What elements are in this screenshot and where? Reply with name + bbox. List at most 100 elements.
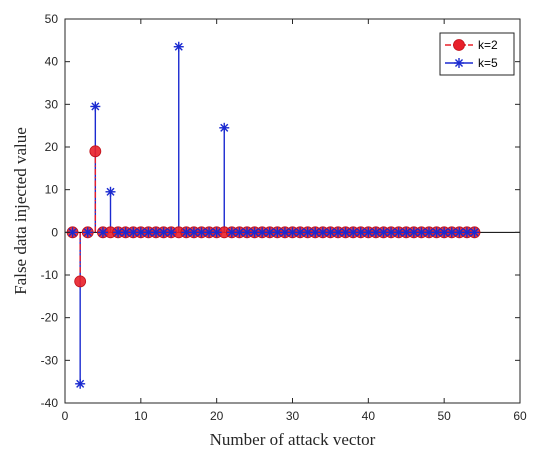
marker-k5-4 [90,101,101,112]
marker-k5-18-d2 [197,228,206,237]
marker-k5-2 [75,378,86,389]
marker-k5-31-d2 [296,228,305,237]
marker-k5-54-d2 [470,228,479,237]
marker-k5-47-d2 [417,228,426,237]
legend-marker-k2 [453,39,465,51]
marker-k5-41 [370,227,381,238]
marker-k5-54 [469,227,480,238]
marker-k5-15 [173,41,184,52]
y-axis-label: False data injected value [11,127,30,295]
ticks: 0 10 20 30 40 50 60 -40 -30 -20 -10 0 10 20 30 40 50 [41,12,527,423]
legend-label-k2: k=2 [478,38,498,52]
legend-entry-k5: k=5 [445,56,498,70]
marker-k5-11 [143,227,154,238]
marker-k5-5-d2 [98,228,107,237]
marker-k5-38-d2 [349,228,358,237]
marker-k5-51-d2 [447,228,456,237]
marker-k5-23-d2 [235,228,244,237]
marker-k5-10-d2 [136,228,145,237]
marker-k5-36-d2 [333,228,343,237]
marker-k5-20 [211,227,222,238]
marker-k5-15-d2 [174,42,183,51]
marker-k5-1-d2 [68,228,77,237]
y-tick-label-30: 30 [45,97,59,111]
x-tick-label-60: 60 [513,409,527,423]
marker-k5-39-d2 [356,228,365,237]
marker-k5-21-d2 [220,123,229,132]
marker-k5-4-d2 [91,102,100,111]
marker-k5-14-d2 [167,228,176,237]
axes [64,18,521,404]
marker-k5-17-d2 [189,228,198,237]
marker-k5-34-d2 [318,228,327,237]
stem-lines [79,46,225,384]
marker-k5-8-d2 [121,228,130,237]
marker-k5-24-d2 [242,228,252,237]
marker-k5-40 [363,227,374,238]
x-tick-label-20: 20 [210,409,224,423]
marker-k5-18 [196,227,207,238]
marker-k5-16-d2 [182,228,191,237]
stem-markers [66,41,481,389]
marker-k5-30-d2 [288,228,297,237]
legend-box [439,32,515,76]
marker-k5-40-d2 [364,228,373,237]
marker-k5-41-d2 [371,228,380,237]
marker-k5-13 [158,227,169,238]
x-tick-label-50: 50 [437,409,451,423]
marker-k5-7-d2 [114,228,123,237]
y-tick-label-10: 10 [45,183,59,197]
marker-k5-27 [264,227,275,238]
marker-k5-45-d2 [402,228,411,237]
marker-k5-22-d2 [227,228,236,237]
x-axis-label: Number of attack vector [210,430,376,449]
y-tick-label-40: 40 [45,55,59,69]
legend-label-k5: k=5 [478,56,498,70]
y-tick-label-0: 0 [51,225,58,239]
marker-k5-13-d2 [159,228,168,237]
marker-k5-48-d2 [424,228,434,237]
x-tick-label-10: 10 [134,409,148,423]
plot-frame [64,18,521,404]
marker-k5-20-d2 [212,228,221,237]
marker-k5-50-d2 [440,228,449,237]
marker-k5-3-d2 [83,228,92,237]
marker-k5-3 [82,227,93,238]
x-tick-label-40: 40 [362,409,376,423]
marker-k5-35-d2 [326,228,335,237]
x-tick-label-0: 0 [62,409,69,423]
marker-k5-43-d2 [387,228,396,237]
marker-k5-33 [310,227,321,238]
legend-asterisk-k5 [454,58,464,68]
legend: k=2 k=5 [439,32,515,76]
marker-k5-21 [219,122,230,133]
marker-k5-9-d2 [129,228,138,237]
marker-k5-52-d2 [455,228,464,237]
legend-asterisk-k5-d2 [454,58,464,68]
legend-entry-k2: k=2 [445,38,498,52]
marker-k2-2 [74,275,87,288]
marker-k5-27-d2 [265,228,274,237]
marker-k5-29-d2 [280,228,289,237]
x-tick-label-30: 30 [286,409,300,423]
marker-k5-11-d2 [144,228,153,237]
marker-k5-42-d2 [379,228,388,237]
marker-k5-48 [424,227,434,238]
marker-k5-6-d2 [106,187,115,196]
marker-k5-12-d2 [151,228,161,237]
legend-circle-k2 [453,39,465,51]
marker-k5-37-d2 [341,228,350,237]
marker-k2-4 [89,145,102,158]
marker-k5-19-d2 [205,228,214,237]
marker-k5-25-d2 [250,228,259,237]
marker-k5-32-d2 [303,228,312,237]
marker-k5-53-d2 [462,228,471,237]
marker-k5-31 [295,227,306,238]
y-tick-label--20: -20 [41,311,59,325]
marker-k5-26 [257,227,268,238]
marker-k5-14 [166,227,177,238]
marker-k5-33-d2 [311,228,320,237]
marker-k5-28-d2 [273,228,282,237]
y-tick-label-50: 50 [45,12,59,26]
